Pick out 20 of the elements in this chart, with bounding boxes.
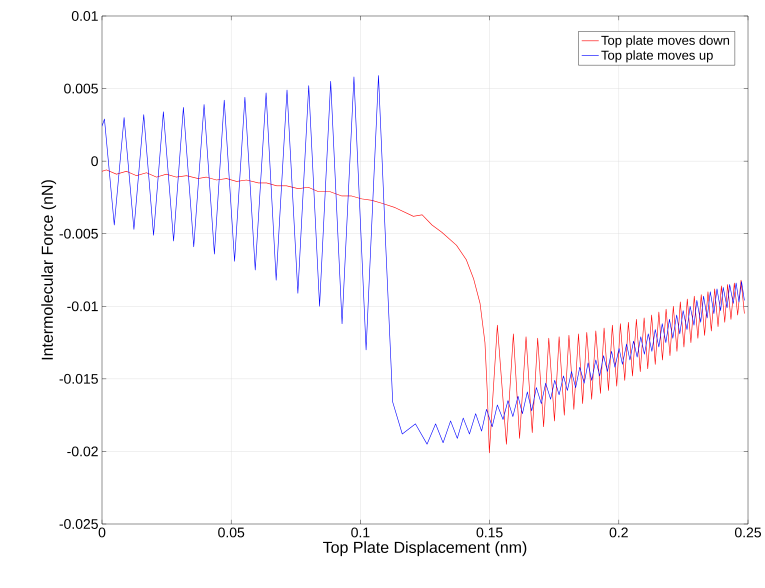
x-tick-label: 0.25	[734, 528, 761, 538]
y-tick-label: -0.015	[60, 374, 98, 384]
legend-label: Top plate moves up	[601, 50, 713, 62]
y-axis-title: Intermolecular Force (nN)	[41, 180, 56, 360]
y-tick-label: 0	[91, 156, 98, 166]
x-tick-label: 0.1	[351, 528, 370, 538]
line-series	[102, 170, 745, 454]
y-tick-label: -0.01	[67, 301, 98, 312]
y-tick-label: 0.005	[64, 84, 98, 94]
y-tick-label: -0.025	[60, 519, 98, 529]
x-tick-label: 0.05	[218, 528, 244, 538]
x-tick-label: 0.2	[610, 528, 628, 538]
y-tick-label: 0.01	[72, 11, 98, 21]
x-axis-title: Top Plate Displacement (nm)	[323, 541, 526, 556]
x-tick-label: 0	[98, 528, 106, 538]
legend-label: Top plate moves down	[601, 35, 730, 48]
y-tick-label: -0.005	[60, 228, 98, 239]
x-tick-label: 0.15	[476, 528, 503, 538]
line-series	[102, 75, 745, 444]
y-tick-label: -0.02	[67, 446, 98, 456]
